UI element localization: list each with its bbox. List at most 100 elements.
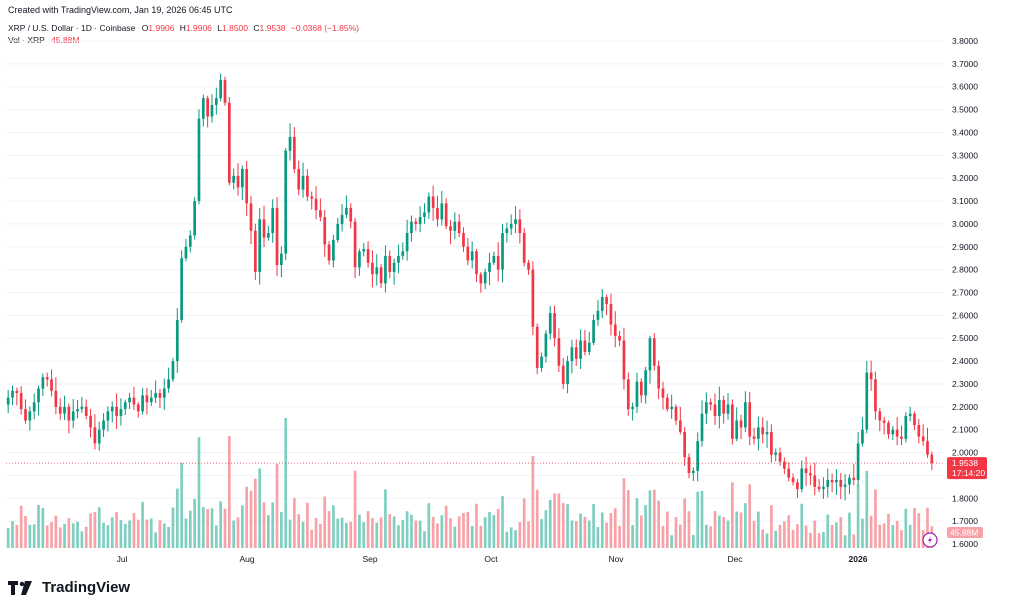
volume-bar	[106, 525, 110, 548]
candle-body	[410, 221, 413, 234]
volume-bar	[744, 503, 747, 548]
volume-bar	[431, 516, 435, 548]
candle-body	[145, 395, 149, 403]
candle-body	[236, 175, 240, 188]
candle-body	[436, 207, 439, 220]
volume-bar	[566, 504, 569, 548]
volume-bar	[132, 512, 136, 548]
candle-body	[319, 210, 322, 218]
volume-bar	[583, 516, 587, 548]
candle-body	[214, 98, 218, 106]
candle-body	[856, 443, 860, 480]
candle-body	[227, 102, 231, 183]
candle-body	[115, 406, 118, 416]
volume-bar	[796, 524, 799, 548]
candle-body	[392, 262, 396, 272]
volume-bar	[700, 490, 704, 548]
candle-body	[388, 255, 392, 272]
price-tick-label: 2.1000	[952, 425, 978, 435]
candle-body	[540, 356, 543, 368]
lightning-icon[interactable]	[922, 532, 938, 548]
candle-body	[852, 477, 856, 480]
price-tick-label: 2.4000	[952, 356, 978, 366]
created-text: Created with TradingView.com, Jan 19, 20…	[8, 5, 233, 15]
volume-bar	[696, 491, 700, 548]
candle-body	[739, 420, 743, 428]
candle-body	[175, 319, 179, 362]
volume-bar	[414, 520, 418, 548]
candle-body	[102, 420, 105, 430]
candle-body	[665, 397, 669, 410]
candle-body	[895, 429, 899, 437]
volume-bar	[123, 523, 127, 548]
volume-bar	[453, 526, 457, 548]
volume-bar	[787, 515, 791, 548]
candle-body	[6, 397, 10, 405]
symbol-name[interactable]: XRP / U.S. Dollar · 1D · Coinbase	[8, 23, 136, 33]
candle-body	[826, 479, 830, 487]
volume-bar	[644, 505, 647, 548]
brand-logo[interactable]: TradingView	[8, 579, 130, 596]
candle-body	[796, 482, 799, 490]
candle-body	[110, 406, 114, 412]
candle-body	[288, 137, 292, 151]
volume-bar	[613, 508, 617, 548]
volume-bar	[327, 511, 331, 548]
volume-bar	[457, 516, 461, 548]
volume-bar	[479, 525, 483, 548]
volume-bar	[275, 463, 279, 548]
volume-bar	[223, 508, 227, 548]
volume-bar	[830, 525, 834, 548]
candle-body	[678, 420, 682, 432]
volume-bar	[392, 516, 396, 548]
volume-bar	[488, 511, 491, 548]
price-tick-label: 3.7000	[952, 59, 978, 69]
candle-body	[592, 319, 595, 343]
candle-body	[293, 137, 296, 170]
volume-bar	[882, 523, 886, 548]
candle-body	[531, 269, 535, 327]
price-tick-label: 1.7000	[952, 516, 978, 526]
volume-bar	[158, 520, 162, 548]
volume-bar	[496, 508, 500, 548]
candle-body	[323, 217, 327, 245]
price-tick-label: 3.1000	[952, 196, 978, 206]
volume-bar	[193, 498, 196, 548]
candle-body	[904, 415, 908, 439]
time-tick-label: Oct	[484, 554, 498, 564]
volume-bar	[514, 530, 517, 548]
volume-bar	[639, 515, 643, 548]
volume-bar	[709, 526, 713, 548]
volume-bar	[210, 508, 214, 548]
volume-bar	[800, 503, 804, 548]
candle-body	[162, 388, 166, 398]
candle-body	[735, 420, 739, 439]
candle-body	[774, 452, 778, 455]
candle-body	[865, 372, 869, 430]
volume-bar	[804, 525, 808, 548]
volume-bar	[731, 482, 734, 548]
candle-body	[483, 271, 487, 284]
candle-body	[501, 233, 504, 270]
volume-bar	[722, 517, 726, 548]
candle-body	[358, 251, 361, 268]
volume-bar	[735, 511, 739, 548]
candle-body	[158, 393, 162, 398]
volume-bar	[865, 470, 869, 548]
volume-bar	[119, 520, 123, 548]
candle-body	[37, 388, 40, 403]
candle-body	[336, 223, 340, 240]
volume-label[interactable]: Vol · XRP	[8, 35, 45, 45]
price-tick-label: 2.5000	[952, 333, 978, 343]
candle-body	[574, 347, 578, 359]
volume-bar	[93, 511, 97, 548]
candle-body	[154, 393, 157, 398]
price-tick-label: 2.3000	[952, 379, 978, 389]
volume-bar	[345, 522, 348, 548]
time-axis[interactable]: Jul Aug Sep Oct Nov Dec 2026	[117, 554, 868, 564]
volume-bar	[388, 514, 392, 548]
volume-bar	[89, 513, 92, 548]
volume-bar	[358, 514, 361, 548]
candle-body	[418, 217, 422, 224]
